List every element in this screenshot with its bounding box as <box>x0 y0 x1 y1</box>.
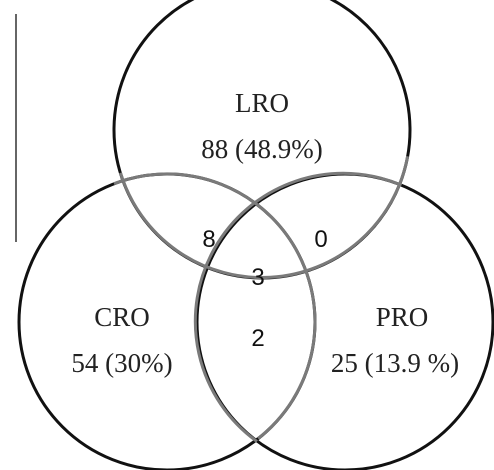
arc-pro-inner <box>193 171 403 443</box>
lro-count: 88 (48.9%) <box>201 134 322 164</box>
cro-label: CRO <box>94 302 150 332</box>
overlap-all: 3 <box>251 264 264 291</box>
overlap-lro-cro: 8 <box>202 226 215 253</box>
arc-lro-inner <box>119 156 410 280</box>
pro-label: PRO <box>376 302 429 332</box>
arc-cro-inner <box>113 172 317 440</box>
overlap-cro-pro: 2 <box>251 325 264 352</box>
cro-count: 54 (30%) <box>71 348 172 378</box>
circle-pro <box>195 172 494 470</box>
pro-count: 25 (13.9 %) <box>331 348 459 378</box>
overlap-lro-pro: 0 <box>314 226 327 253</box>
lro-label: LRO <box>235 88 289 118</box>
